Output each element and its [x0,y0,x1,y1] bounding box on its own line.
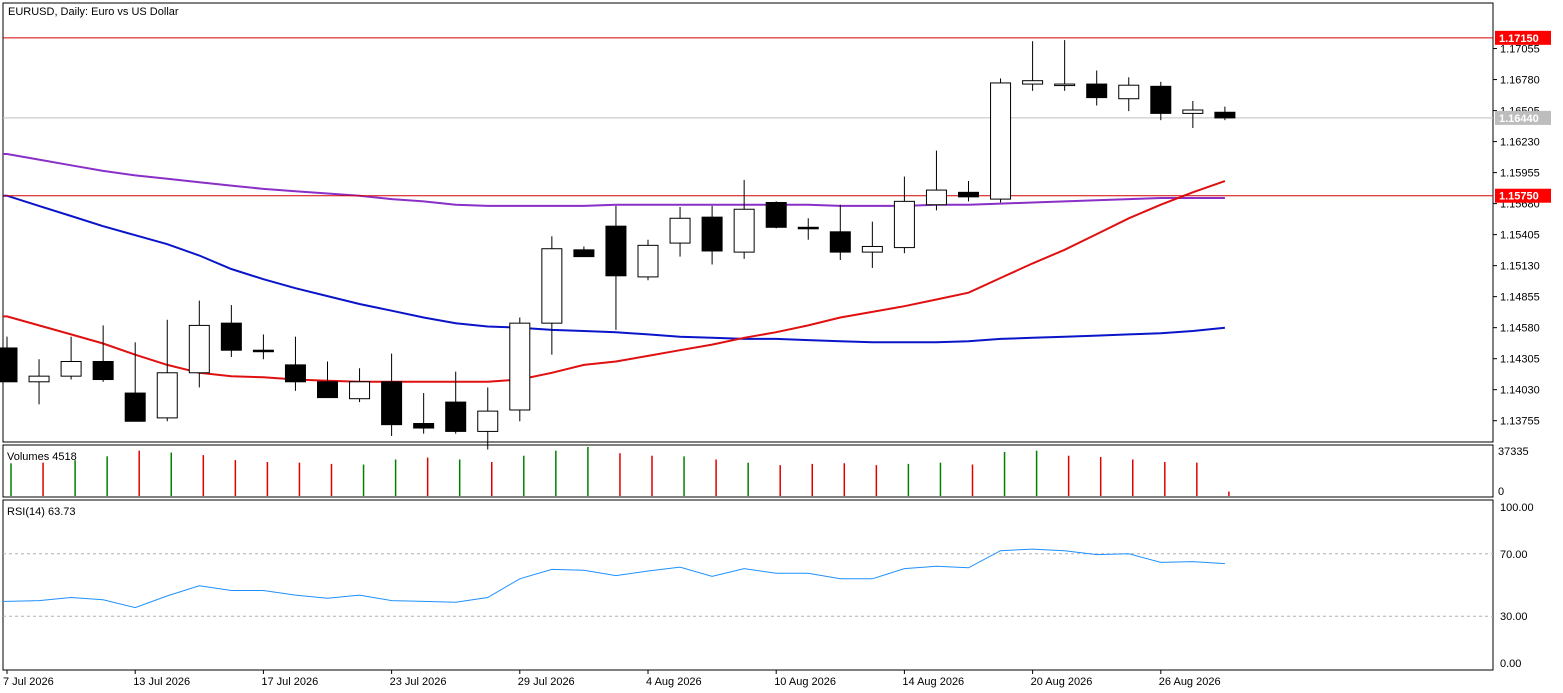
price-tag-label: 1.15750 [1499,191,1539,203]
volume-indicator-label: Volumes 4518 [7,451,77,463]
main-price-panel[interactable] [2,2,1494,443]
price-tick-label: 1.16780 [1500,75,1540,87]
date-tick-label: 13 Jul 2026 [133,676,190,688]
price-tag-box [1495,188,1551,203]
date-tick-label: 26 Aug 2026 [1159,676,1221,688]
candle-body [541,248,563,324]
candle-body [124,392,146,422]
moving-average-blue [3,194,1226,344]
rsi-line [3,548,1225,609]
candle-body [0,347,18,383]
date-tick-label: 17 Jul 2026 [261,676,318,688]
price-tick-label: 1.17055 [1500,44,1540,56]
price-axis: 1.170551.167801.165051.162301.159551.156… [1493,44,1540,670]
date-tick-label: 14 Aug 2026 [902,676,964,688]
date-tick-label: 23 Jul 2026 [390,676,447,688]
horizontal-lines-layer [3,37,1493,197]
rsi-panel[interactable] [2,499,1494,671]
candle-body [573,249,595,258]
moving-average-purple [3,153,1225,207]
candle-body [1214,111,1236,119]
candle-body [925,189,947,206]
candle-body [669,217,691,244]
date-axis: 7 Jul 2026 13 Jul 2026 17 Jul 2026 23 Jul 2… [3,670,1221,688]
price-tags-layer: 1.17150 1.16440 1.15750 [1495,30,1551,203]
price-tick-label: 1.14855 [1500,292,1540,304]
date-tick-label: 4 Aug 2026 [646,676,702,688]
price-tick-label: 1.15955 [1500,168,1540,180]
candle-body [509,322,531,411]
candle-body [861,245,883,253]
rsi-indicator-label: RSI(14) 63.73 [7,506,75,518]
volume-panel[interactable] [2,444,1494,498]
price-tick-label: 1.13755 [1500,416,1540,428]
candle-body [284,364,306,383]
rsi-layer [3,548,1493,617]
candle-body [893,200,915,249]
price-tag-box [1495,110,1551,125]
candle-body [477,410,499,432]
candle-body [797,226,819,230]
moving-average-red [3,180,1226,383]
symbol-title: EURUSD, Daily: Euro vs US Dollar [8,6,179,18]
rsi-axis-label: 100.00 [1500,502,1534,514]
rsi-axis-label: 70.00 [1500,549,1528,561]
candle-body [445,401,467,432]
price-tag-label: 1.17150 [1499,33,1539,45]
candle-body [1182,109,1204,114]
candle-body [765,201,787,228]
rsi-axis-label: 0.00 [1500,658,1521,670]
candle-body [60,360,82,377]
candle-body [413,423,435,429]
candle-body [958,191,979,198]
candles-layer [0,40,1236,450]
candle-body [1022,80,1044,85]
candle-body [733,208,755,253]
candle-body [28,375,50,383]
candle-body [92,360,114,381]
candle-body [701,216,723,252]
date-tick-label: 10 Aug 2026 [774,676,836,688]
candle-body [1086,83,1108,99]
candle-body [1150,85,1172,114]
price-tick-label: 1.14305 [1500,354,1540,366]
price-tick-label: 1.15130 [1500,261,1540,273]
volume-axis-zero: 0 [1498,486,1504,498]
price-tick-label: 1.16230 [1500,137,1540,149]
candle-body [220,322,242,351]
price-tick-label: 1.15405 [1500,230,1540,242]
candle-body [381,381,403,426]
candle-body [1118,84,1140,100]
candle-body [1054,83,1076,87]
candle-body [829,231,851,253]
candle-body [156,372,178,419]
candle-body [349,381,371,400]
candle-body [605,225,627,277]
candle-body [990,82,1012,200]
volume-axis-max: 37335 [1498,446,1529,458]
price-tick-label: 1.14030 [1500,385,1540,397]
date-tick-label: 29 Jul 2026 [518,676,575,688]
candle-body [317,381,338,399]
date-tick-label: 7 Jul 2026 [3,676,54,688]
volume-bars-layer [10,446,1230,496]
candle-body [188,324,210,374]
date-tick-label: 20 Aug 2026 [1031,676,1093,688]
price-tick-label: 1.14580 [1500,323,1540,335]
candle-body [637,244,659,278]
price-tag-label: 1.16440 [1499,113,1539,125]
rsi-axis-label: 30.00 [1500,611,1528,623]
price-tag-box [1495,30,1551,45]
indicator-lines-layer [3,153,1226,383]
candle-body [252,349,274,353]
